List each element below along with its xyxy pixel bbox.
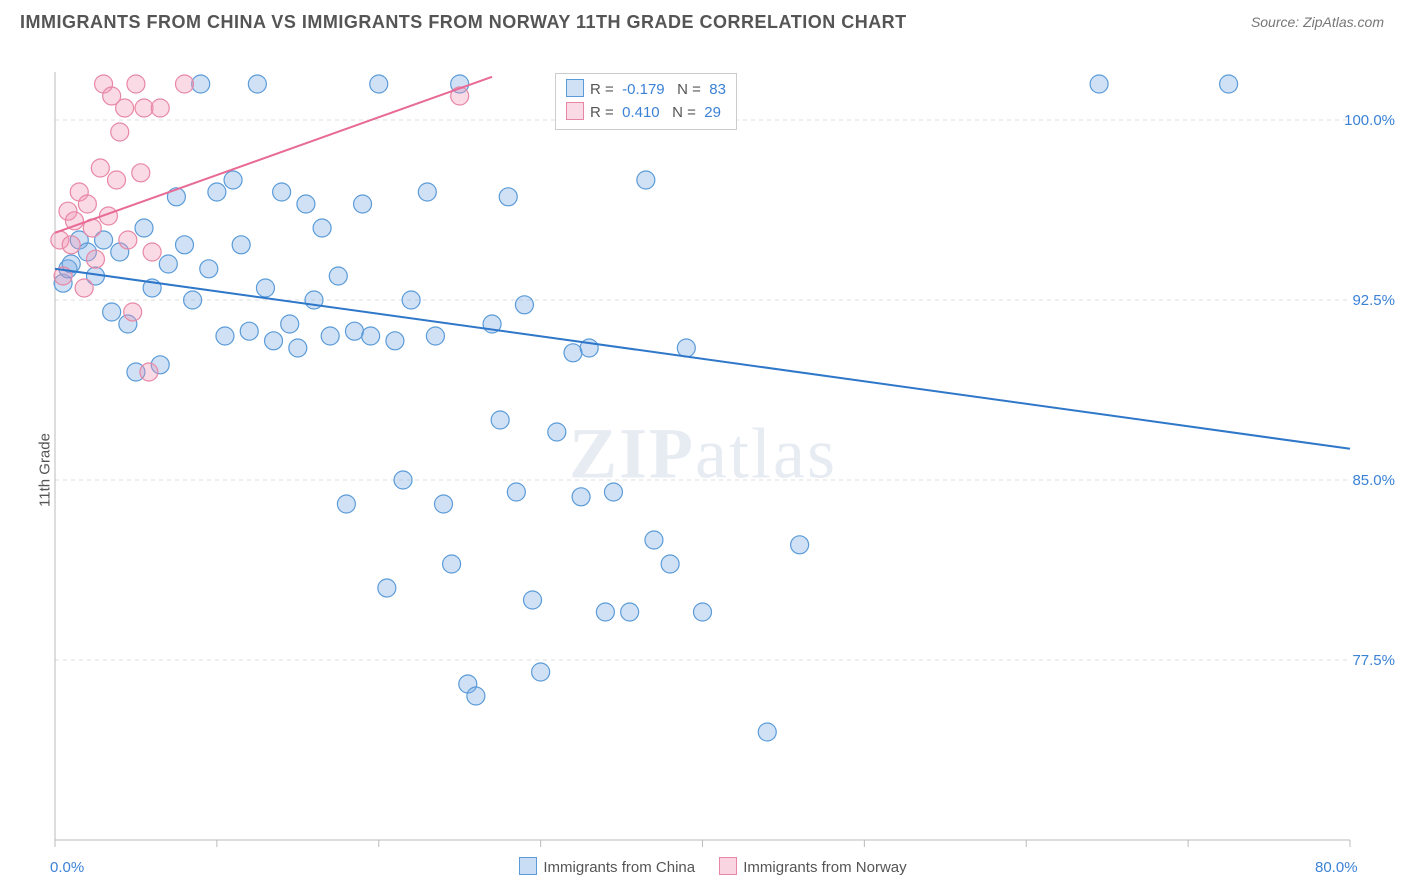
y-axis-label: 11th Grade [36, 433, 53, 507]
svg-text:85.0%: 85.0% [1352, 472, 1395, 489]
svg-text:92.5%: 92.5% [1352, 292, 1395, 309]
svg-text:100.0%: 100.0% [1344, 112, 1395, 129]
norway-swatch [719, 857, 737, 875]
series-legend: Immigrants from China Immigrants from No… [0, 857, 1406, 876]
source-value: ZipAtlas.com [1303, 14, 1384, 30]
china-swatch [519, 857, 537, 875]
china-legend-label: Immigrants from China [543, 859, 695, 876]
chart-area: 11th Grade ZIPatlas 77.5%85.0%92.5%100.0… [0, 60, 1406, 880]
scatter-plot: 77.5% 85.0% 92.5% 100.0% [0, 60, 1406, 880]
svg-text:77.5%: 77.5% [1352, 652, 1395, 669]
chart-title: IMMIGRANTS FROM CHINA VS IMMIGRANTS FROM… [20, 12, 1386, 33]
chart-source: Source: ZipAtlas.com [1251, 14, 1384, 30]
norway-legend-label: Immigrants from Norway [743, 859, 906, 876]
correlation-legend: R = -0.179 N = 83R = 0.410 N = 29 [555, 73, 737, 130]
chart-header: IMMIGRANTS FROM CHINA VS IMMIGRANTS FROM… [0, 0, 1406, 60]
source-label: Source: [1251, 14, 1303, 30]
